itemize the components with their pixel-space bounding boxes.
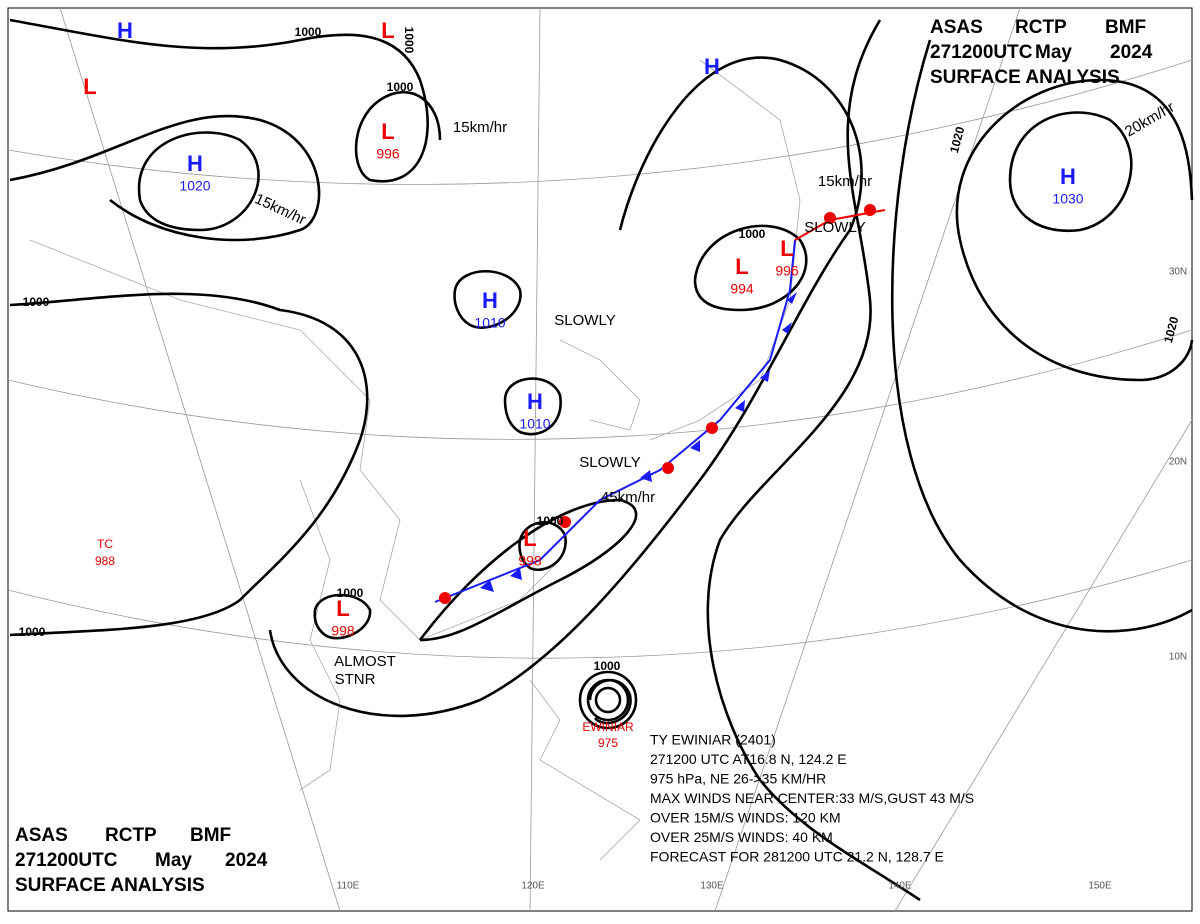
lat-label: 30N bbox=[1169, 267, 1187, 278]
typhoon-info: MAX WINDS NEAR CENTER:33 M/S,GUST 43 M/S bbox=[650, 790, 974, 806]
lat-label: 20N bbox=[1169, 457, 1187, 468]
center-type: L bbox=[780, 236, 793, 261]
center-type: H bbox=[187, 151, 203, 176]
motion-label: SLOWLY bbox=[579, 454, 640, 471]
center-pressure: 998 bbox=[331, 623, 355, 639]
header-text: May bbox=[155, 850, 192, 871]
lon-label: 110E bbox=[337, 881, 360, 892]
center-type: H bbox=[704, 54, 720, 79]
isobar-label: 1020 bbox=[1161, 315, 1182, 345]
isobar-label: 1000 bbox=[402, 27, 416, 54]
header-text: 2024 bbox=[225, 850, 268, 871]
center-type: H bbox=[1060, 164, 1076, 189]
isobar-label: 1000 bbox=[387, 80, 414, 94]
header-text: 271200UTC bbox=[930, 42, 1033, 63]
center-pressure: 1020 bbox=[179, 178, 210, 194]
typhoon-info: FORECAST FOR 281200 UTC 21.2 N, 128.7 E bbox=[650, 849, 944, 865]
tc-pressure: 988 bbox=[95, 554, 115, 568]
center-pressure: 998 bbox=[518, 553, 542, 569]
tc-label: TC bbox=[97, 537, 113, 551]
header-text: RCTP bbox=[105, 825, 157, 846]
isobar-label: 1000 bbox=[739, 227, 766, 241]
isobar-label: 1000 bbox=[23, 295, 50, 309]
center-pressure: 1010 bbox=[519, 416, 550, 432]
center-type: L bbox=[381, 119, 394, 144]
motion-label: STNR bbox=[335, 671, 376, 688]
header-text: ASAS bbox=[15, 825, 68, 846]
center-type: L bbox=[336, 596, 349, 621]
header-text: BMF bbox=[1105, 17, 1146, 38]
center-pressure: 994 bbox=[730, 281, 754, 297]
lat-label: 10N bbox=[1169, 652, 1187, 663]
header-text: BMF bbox=[190, 825, 231, 846]
isobar-label: 1020 bbox=[947, 125, 968, 155]
isobar-label: 1000 bbox=[19, 625, 46, 639]
center-type: L bbox=[735, 254, 748, 279]
center-pressure: 1010 bbox=[474, 315, 505, 331]
lon-label: 140E bbox=[888, 881, 912, 892]
lon-label: 130E bbox=[700, 881, 724, 892]
center-type: L bbox=[523, 526, 536, 551]
typhoon-info: 271200 UTC AT16.8 N, 124.2 E bbox=[650, 751, 847, 767]
typhoon-info: OVER 15M/S WINDS: 120 KM bbox=[650, 810, 841, 826]
isobar-label: 1000 bbox=[295, 25, 322, 39]
center-type: H bbox=[117, 18, 133, 43]
motion-label: ALMOST bbox=[334, 653, 396, 670]
typhoon-info: TY EWINIAR (2401) bbox=[650, 732, 776, 748]
motion-label: 15km/hr bbox=[453, 119, 507, 136]
header-text: May bbox=[1035, 42, 1072, 63]
center-type: L bbox=[381, 18, 394, 43]
isobars bbox=[9, 18, 1194, 902]
typhoon-pressure: 975 bbox=[598, 736, 618, 750]
fronts bbox=[434, 204, 886, 604]
center-type: H bbox=[527, 389, 543, 414]
header-text: 2024 bbox=[1110, 42, 1153, 63]
header-text: SURFACE ANALYSIS bbox=[930, 67, 1120, 88]
header-text: RCTP bbox=[1015, 17, 1067, 38]
motion-label: 15km/hr bbox=[818, 173, 872, 190]
typhoon-info: OVER 25M/S WINDS: 40 KM bbox=[650, 829, 833, 845]
typhoon-name: EWINIAR bbox=[582, 720, 634, 734]
header-text: ASAS bbox=[930, 17, 983, 38]
lon-label: 150E bbox=[1088, 881, 1112, 892]
motion-label: 45km/hr bbox=[601, 489, 655, 506]
lon-label: 120E bbox=[521, 881, 545, 892]
isobar-label: 1000 bbox=[537, 514, 564, 528]
frame bbox=[7, 7, 1193, 912]
motion-label: SLOWLY bbox=[554, 312, 615, 329]
center-type: H bbox=[482, 288, 498, 313]
header-text: 271200UTC bbox=[15, 850, 118, 871]
isobar-label: 1000 bbox=[594, 659, 621, 673]
center-pressure: 996 bbox=[376, 146, 400, 162]
center-pressure: 1030 bbox=[1052, 191, 1083, 207]
center-type: L bbox=[83, 74, 96, 99]
center-pressure: 996 bbox=[775, 263, 799, 279]
header-text: SURFACE ANALYSIS bbox=[15, 875, 205, 896]
motion-label: SLOWLY bbox=[804, 219, 865, 236]
isobar-label: 1000 bbox=[337, 586, 364, 600]
typhoon-info: 975 hPa, NE 26->35 KM/HR bbox=[650, 771, 826, 787]
